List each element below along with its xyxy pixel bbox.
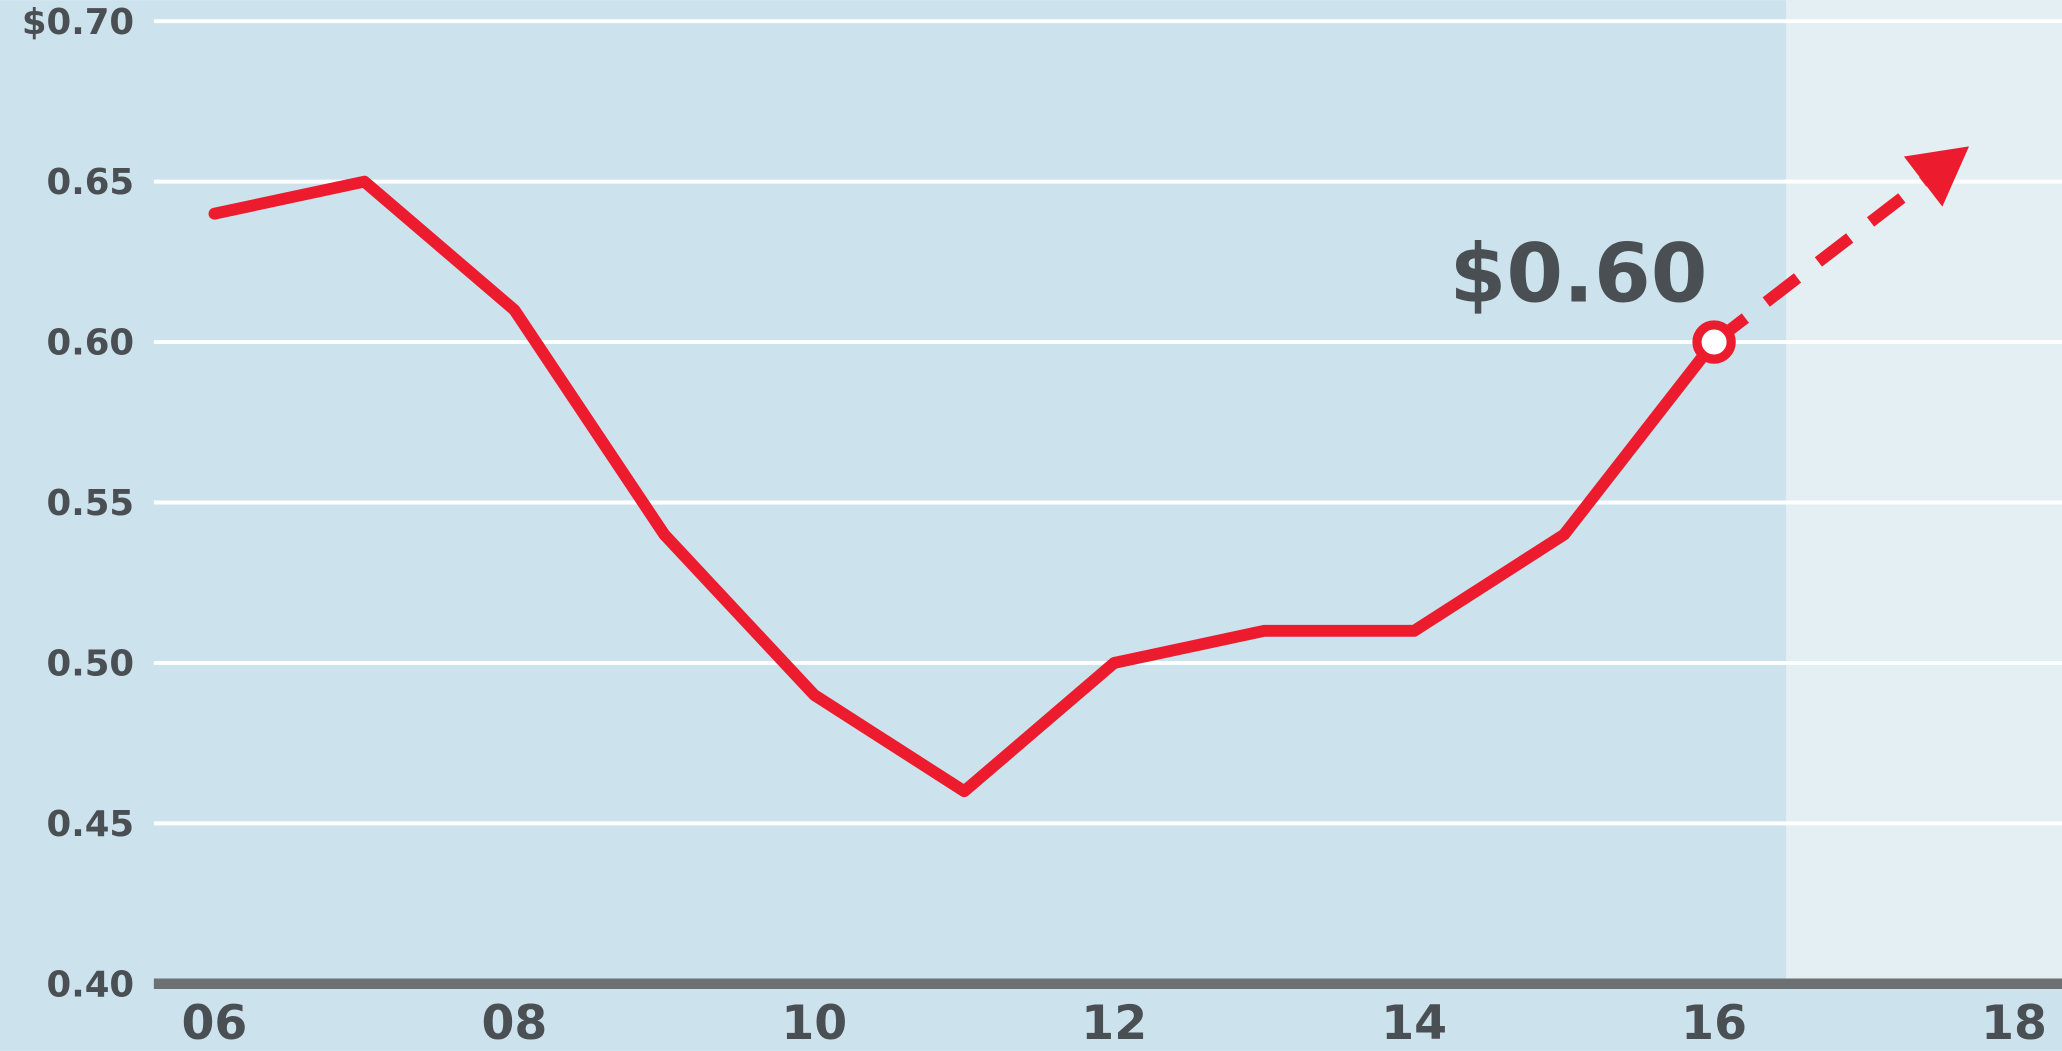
annotation: $0.60 [1450,226,1708,321]
x-tick-label: 12 [1081,996,1147,1051]
projection-line [1710,176,1927,347]
x-tick-label: 14 [1381,996,1447,1051]
y-tick-label: 0.40 [47,964,135,1005]
y-tick-label: 0.50 [47,644,135,685]
y-tick-label: 0.65 [47,162,135,203]
x-tick-label: 08 [481,996,547,1051]
highlight-point [1692,320,1736,364]
arrow-head [1903,146,1970,207]
x-tick-label: 18 [1981,996,2047,1051]
x-tick-label: 06 [182,996,248,1051]
y-tick-label: 0.45 [47,804,135,845]
x-tick-label: 16 [1681,996,1747,1051]
y-tick-label: 0.55 [47,483,135,524]
line [208,175,1721,798]
x-tick-label: 10 [781,996,847,1051]
y-tick-label: $0.70 [22,2,134,43]
y-tick-label: 0.60 [47,323,135,364]
forecast-region [1786,0,2062,984]
